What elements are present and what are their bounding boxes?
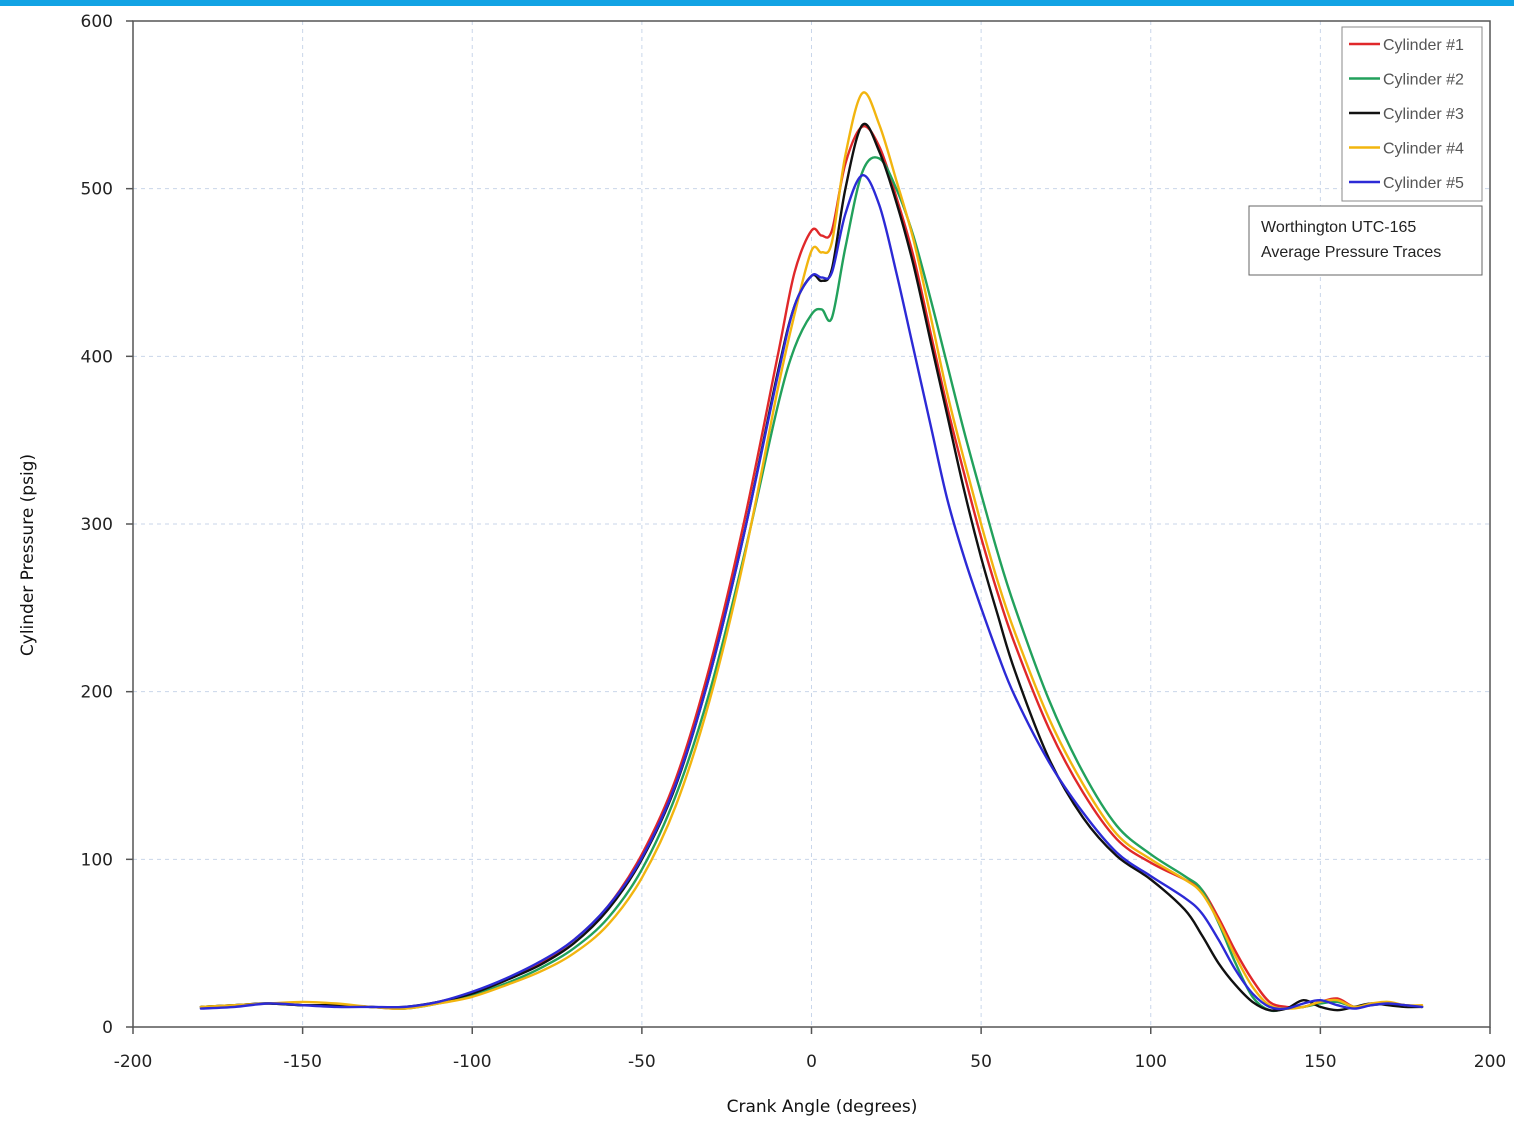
y-tick-label: 200 xyxy=(81,683,113,703)
legend-label: Cylinder #1 xyxy=(1383,37,1464,54)
y-axis-title: Cylinder Pressure (psig) xyxy=(18,454,38,656)
annotation-line-2: Average Pressure Traces xyxy=(1261,244,1441,261)
y-tick-label: 0 xyxy=(102,1018,113,1038)
series-lines xyxy=(199,91,1424,1013)
x-tick-label: 150 xyxy=(1304,1052,1336,1072)
annotation-line-1: Worthington UTC-165 xyxy=(1261,219,1416,236)
axis-ticks: -200 -150 -100 -50 0 50 100 150 200 0 100 200 300 400… xyxy=(81,12,1507,1072)
x-tick-label: -200 xyxy=(114,1052,153,1072)
x-tick-label: -100 xyxy=(453,1052,492,1072)
legend-label: Cylinder #2 xyxy=(1383,72,1464,89)
y-tick-label: 300 xyxy=(81,515,113,535)
x-tick-label: 200 xyxy=(1474,1052,1506,1072)
y-tick-label: 100 xyxy=(81,850,113,870)
chart-annotation: Worthington UTC-165 Average Pressure Tra… xyxy=(1248,205,1483,276)
x-tick-label: 100 xyxy=(1135,1052,1167,1072)
legend: Cylinder #1 Cylinder #2 Cylinder #3 Cylinde… xyxy=(1341,26,1483,202)
x-tick-label: 50 xyxy=(970,1052,992,1072)
x-tick-label: -150 xyxy=(283,1052,322,1072)
annotation-box xyxy=(1248,205,1483,276)
x-tick-label: -50 xyxy=(628,1052,656,1072)
legend-label: Cylinder #4 xyxy=(1383,141,1464,158)
series-line-cylinder-3 xyxy=(199,122,1424,1012)
legend-label: Cylinder #3 xyxy=(1383,106,1464,123)
y-tick-label: 400 xyxy=(81,347,113,367)
series-line-cylinder-5 xyxy=(199,174,1424,1011)
y-tick-label: 500 xyxy=(81,180,113,200)
x-tick-label: 0 xyxy=(806,1052,817,1072)
y-tick-label: 600 xyxy=(81,12,113,32)
series-line-cylinder-4 xyxy=(199,91,1424,1010)
top-accent-bar xyxy=(0,0,1514,6)
gridlines xyxy=(133,21,1490,1027)
x-axis-title: Crank Angle (degrees) xyxy=(727,1097,918,1117)
legend-label: Cylinder #5 xyxy=(1383,175,1464,192)
